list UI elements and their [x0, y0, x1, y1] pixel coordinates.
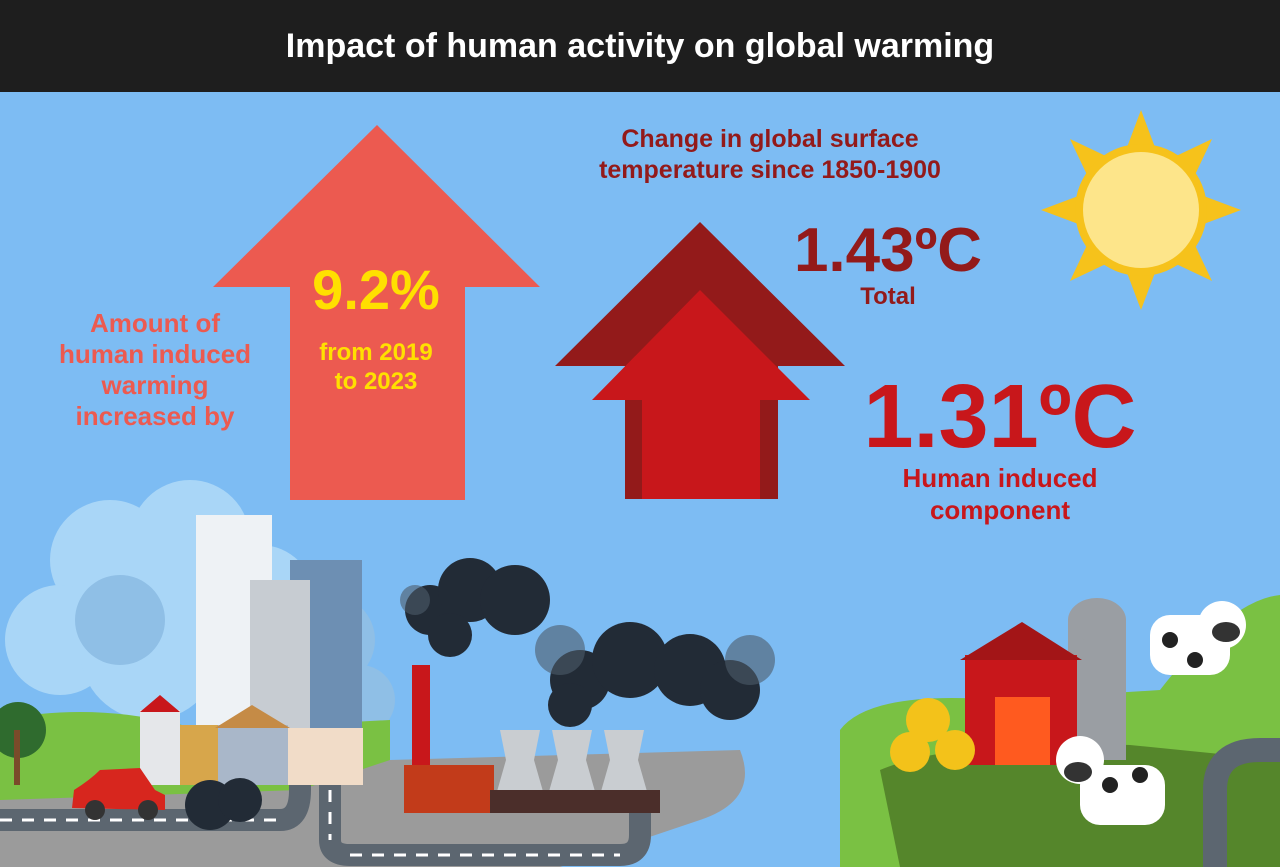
factory-base [490, 790, 660, 813]
total-label: Total [860, 283, 916, 310]
increase-value: 9.2% [312, 258, 440, 321]
road-markings [0, 790, 620, 857]
heading-line: Change in global surface [621, 125, 919, 153]
human-label-line: component [929, 495, 1071, 525]
total-value: 1.43ºC [793, 216, 983, 285]
label-line: warming [101, 370, 209, 400]
building [218, 725, 288, 785]
building [288, 728, 363, 785]
period-line: to 2023 [334, 368, 418, 395]
barn-roof [960, 622, 1082, 660]
warming-arrow [213, 125, 540, 500]
chimney [412, 665, 430, 770]
factory [404, 765, 494, 813]
label-line: Amount of [90, 308, 220, 338]
building [180, 725, 218, 785]
human-label-line: Human induced [902, 463, 1098, 493]
cooling-tower [548, 730, 596, 795]
human-value: 1.31ºC [863, 367, 1137, 467]
heading-line: temperature since 1850-1900 [599, 156, 941, 184]
human-arrow [592, 290, 810, 499]
period-line: from 2019 [319, 339, 433, 366]
field [880, 744, 1280, 867]
barn-door [995, 697, 1050, 765]
label-line: human induced [58, 339, 252, 369]
cooling-tower [496, 730, 544, 795]
label-line: increased by [75, 401, 235, 431]
roof [215, 705, 290, 728]
title: Impact of human activity on global warmi… [0, 0, 1280, 92]
hay [890, 698, 975, 772]
farm-road [1203, 738, 1280, 867]
tree [0, 702, 46, 758]
building [140, 710, 180, 785]
tree-trunk [14, 730, 20, 785]
roof [140, 695, 180, 712]
sun [1041, 110, 1241, 310]
cooling-tower [600, 730, 648, 795]
building [250, 580, 310, 730]
cow [1056, 736, 1165, 825]
cow [1150, 601, 1246, 675]
car [72, 768, 165, 810]
